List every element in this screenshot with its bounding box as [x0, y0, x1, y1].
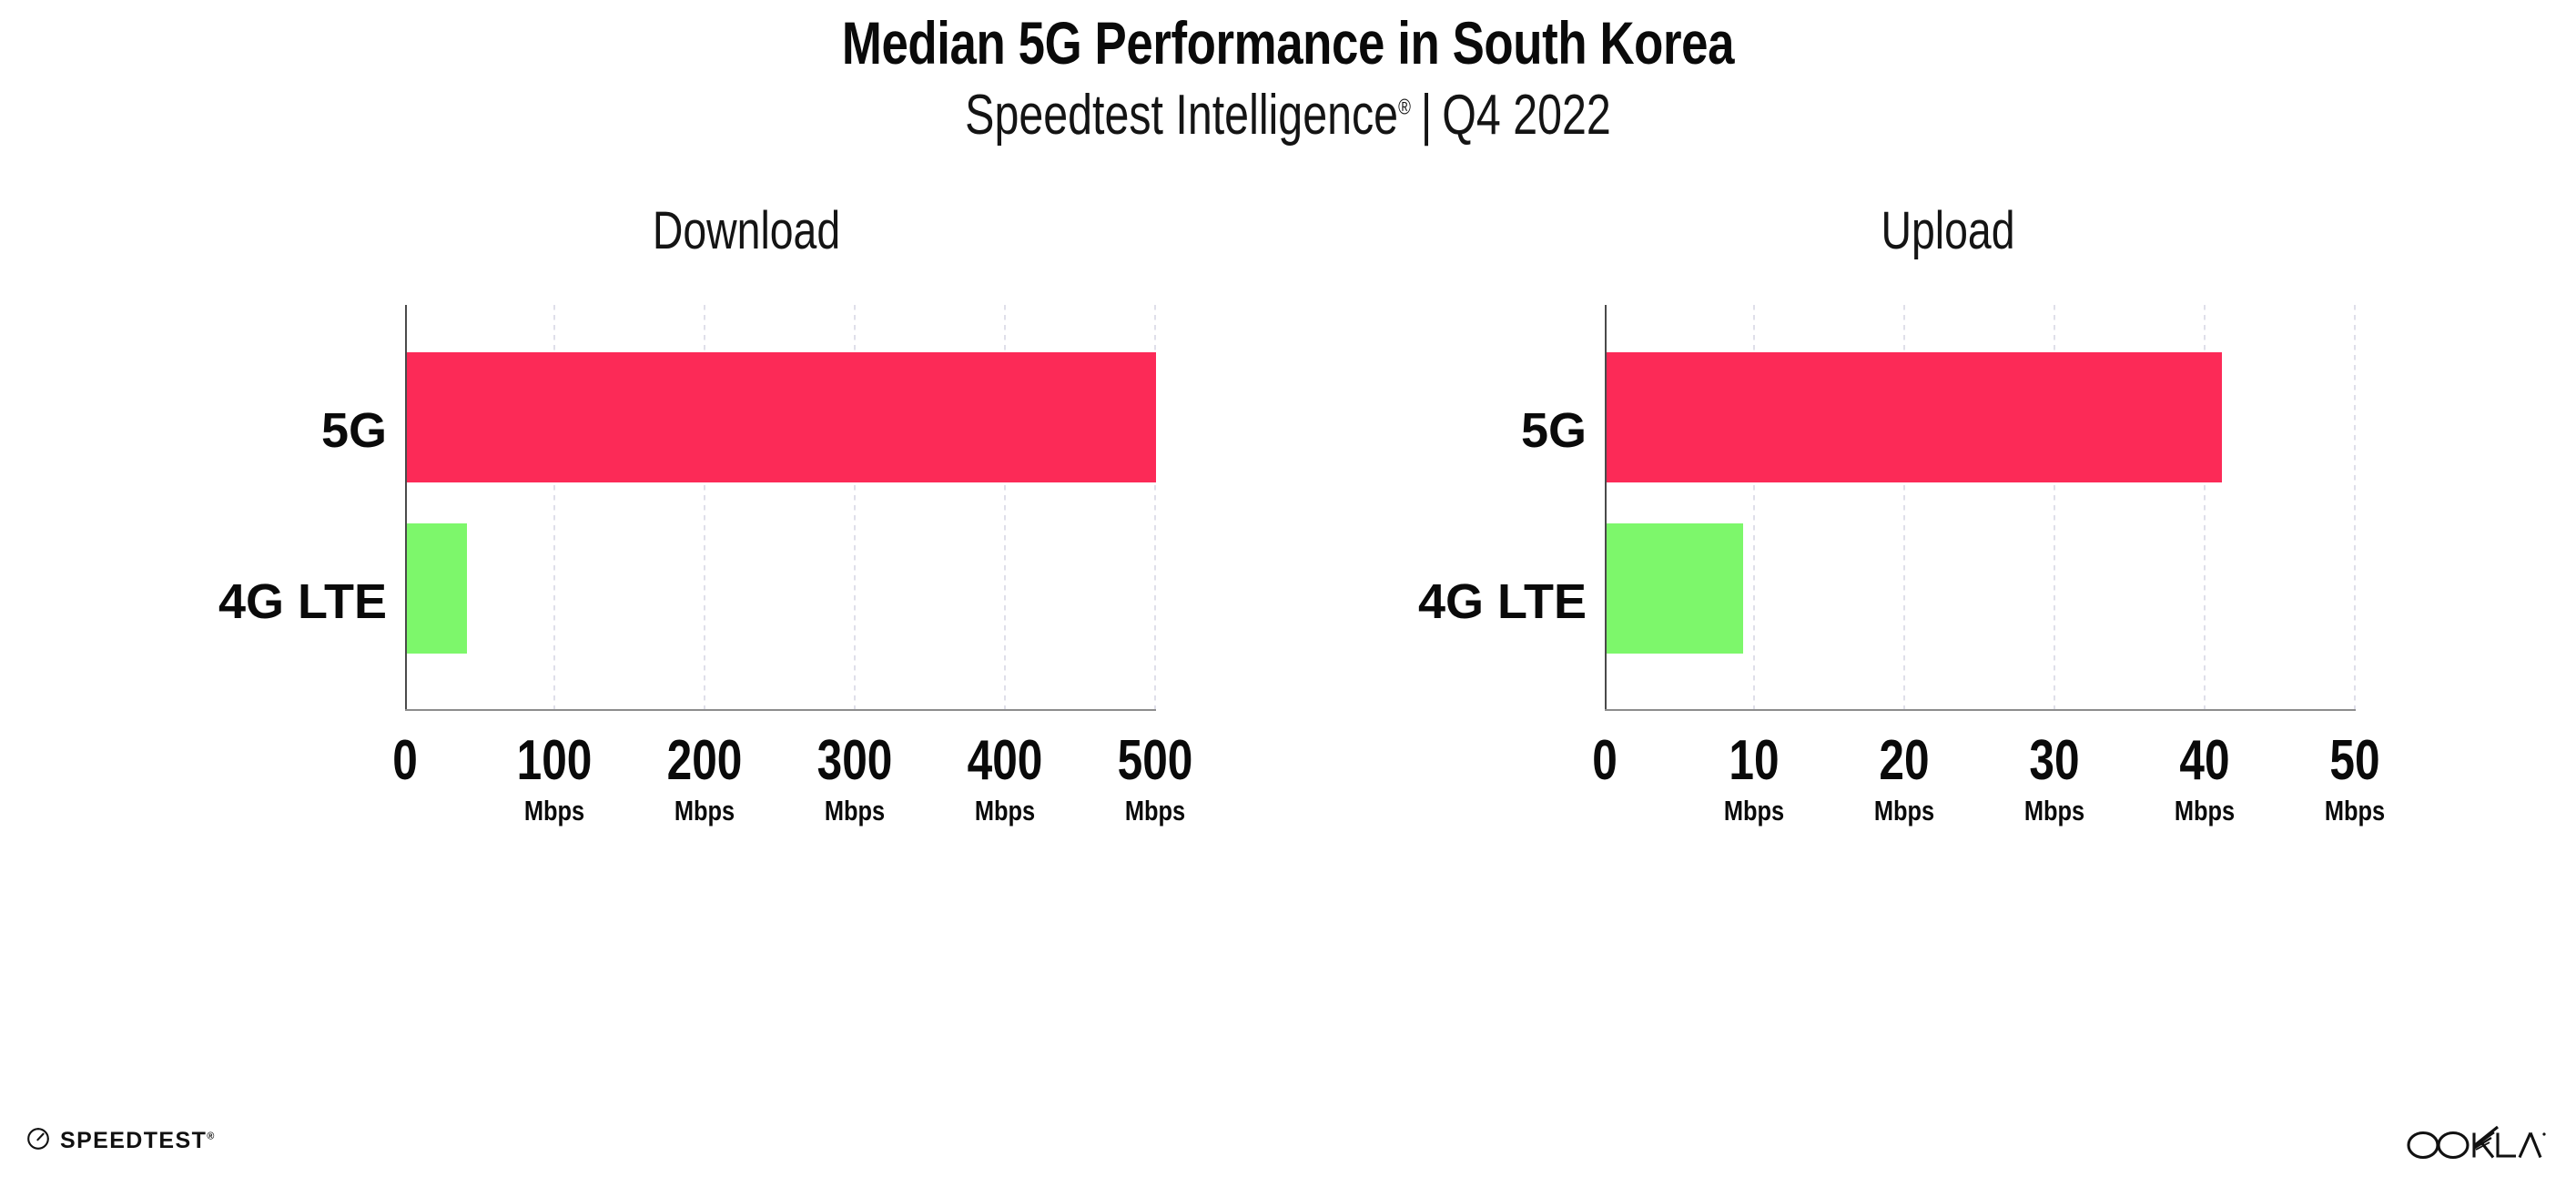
download-gridline-100 — [553, 305, 555, 710]
subtitle-divider: | — [1420, 84, 1433, 147]
tick-unit: Mbps — [824, 795, 886, 827]
download-chart-panel: Download 5G 4G LTE 0 100 Mbps 200 — [109, 200, 1283, 1111]
upload-category-label-4glte: 4G LTE — [1417, 574, 1587, 629]
upload-gridline-10 — [1753, 305, 1755, 710]
download-bar-5g — [407, 352, 1156, 482]
tick-value: 500 — [1117, 729, 1193, 792]
upload-chart-panel: Upload 5G 4G LTE 0 10 Mbps 20 — [1311, 200, 2485, 1111]
tick-value: 50 — [2329, 729, 2380, 792]
upload-y-axis — [1605, 305, 1607, 710]
upload-bar-4glte — [1607, 523, 1743, 654]
speedtest-wordmark: SPEEDTEST® — [60, 1128, 216, 1154]
speedometer-icon — [25, 1126, 51, 1156]
tick-value: 200 — [666, 729, 743, 792]
upload-tick: 40 Mbps — [2114, 729, 2296, 827]
upload-gridline-20 — [1903, 305, 1905, 710]
download-x-axis — [405, 709, 1156, 711]
tick-unit: Mbps — [1124, 795, 1186, 827]
tick-value: 400 — [967, 729, 1043, 792]
ookla-logo — [2403, 1122, 2549, 1164]
tick-unit: Mbps — [1873, 795, 1935, 827]
upload-panel-title: Upload — [1881, 201, 2015, 260]
chart-header: Median 5G Performance in South Korea Spe… — [0, 0, 2576, 144]
tick-unit: Mbps — [674, 795, 735, 827]
tick-unit: Mbps — [523, 795, 585, 827]
download-tick: 100 Mbps — [463, 729, 645, 827]
download-gridline-500 — [1154, 305, 1156, 710]
upload-gridline-50 — [2354, 305, 2356, 710]
tick-unit: Mbps — [2174, 795, 2236, 827]
download-plot-area — [405, 305, 1156, 711]
tick-value: 10 — [1729, 729, 1780, 792]
tick-value: 0 — [1592, 729, 1618, 792]
page-title: Median 5G Performance in South Korea — [841, 9, 1735, 76]
charts-container: Download 5G 4G LTE 0 100 Mbps 200 — [0, 200, 2576, 1111]
tick-value: 20 — [1879, 729, 1930, 792]
download-tick: 200 Mbps — [614, 729, 796, 827]
download-panel-title: Download — [652, 201, 841, 260]
tick-unit: Mbps — [2324, 795, 2386, 827]
ookla-k-icon — [2407, 1125, 2546, 1160]
download-bar-4glte — [407, 523, 467, 654]
upload-x-tick-labels: 0 10 Mbps 20 Mbps 30 Mbps 40 Mbps 50 Mbp… — [1592, 729, 2385, 842]
registered-mark: ® — [1398, 95, 1411, 120]
tick-unit: Mbps — [2023, 795, 2085, 827]
speedtest-wordmark-text: SPEEDTEST — [60, 1128, 208, 1153]
download-tick: 300 Mbps — [764, 729, 946, 827]
subtitle-period: Q4 2022 — [1442, 84, 1611, 147]
chart-footer: SPEEDTEST® — [0, 1115, 2576, 1197]
download-category-label-5g: 5G — [320, 403, 387, 458]
upload-tick: 20 Mbps — [1813, 729, 1995, 827]
upload-tick: 30 Mbps — [1963, 729, 2145, 827]
upload-tick: 50 Mbps — [2264, 729, 2446, 827]
upload-gridline-30 — [2054, 305, 2055, 710]
upload-x-axis — [1605, 709, 2356, 711]
upload-bar-5g — [1607, 352, 2222, 482]
download-category-label-4glte: 4G LTE — [218, 574, 387, 629]
speedtest-registered-mark: ® — [207, 1131, 216, 1142]
download-tick: 400 Mbps — [914, 729, 1096, 827]
tick-value: 40 — [2179, 729, 2230, 792]
subtitle-brand: Speedtest Intelligence — [965, 84, 1399, 147]
tick-value: 30 — [2029, 729, 2080, 792]
download-gridline-200 — [704, 305, 705, 710]
upload-tick: 0 — [1514, 733, 1696, 796]
tick-unit: Mbps — [1723, 795, 1785, 827]
tick-value: 0 — [392, 729, 418, 792]
download-tick: 0 — [314, 733, 496, 796]
tick-value: 300 — [816, 729, 893, 792]
download-gridline-400 — [1004, 305, 1006, 710]
tick-value: 100 — [516, 729, 593, 792]
upload-category-label-5g: 5G — [1520, 403, 1587, 458]
tick-unit: Mbps — [974, 795, 1036, 827]
download-x-tick-labels: 0 100 Mbps 200 Mbps 300 Mbps 400 Mbps 50… — [392, 729, 1192, 842]
download-tick: 500 Mbps — [1064, 729, 1246, 827]
upload-tick: 10 Mbps — [1663, 729, 1845, 827]
page-subtitle: Speedtest Intelligence® | Q4 2022 — [283, 73, 2292, 144]
speedtest-logo: SPEEDTEST® — [25, 1126, 216, 1156]
download-gridline-300 — [854, 305, 856, 710]
upload-gridline-40 — [2204, 305, 2206, 710]
download-y-axis — [405, 305, 407, 710]
upload-plot-area — [1605, 305, 2356, 711]
